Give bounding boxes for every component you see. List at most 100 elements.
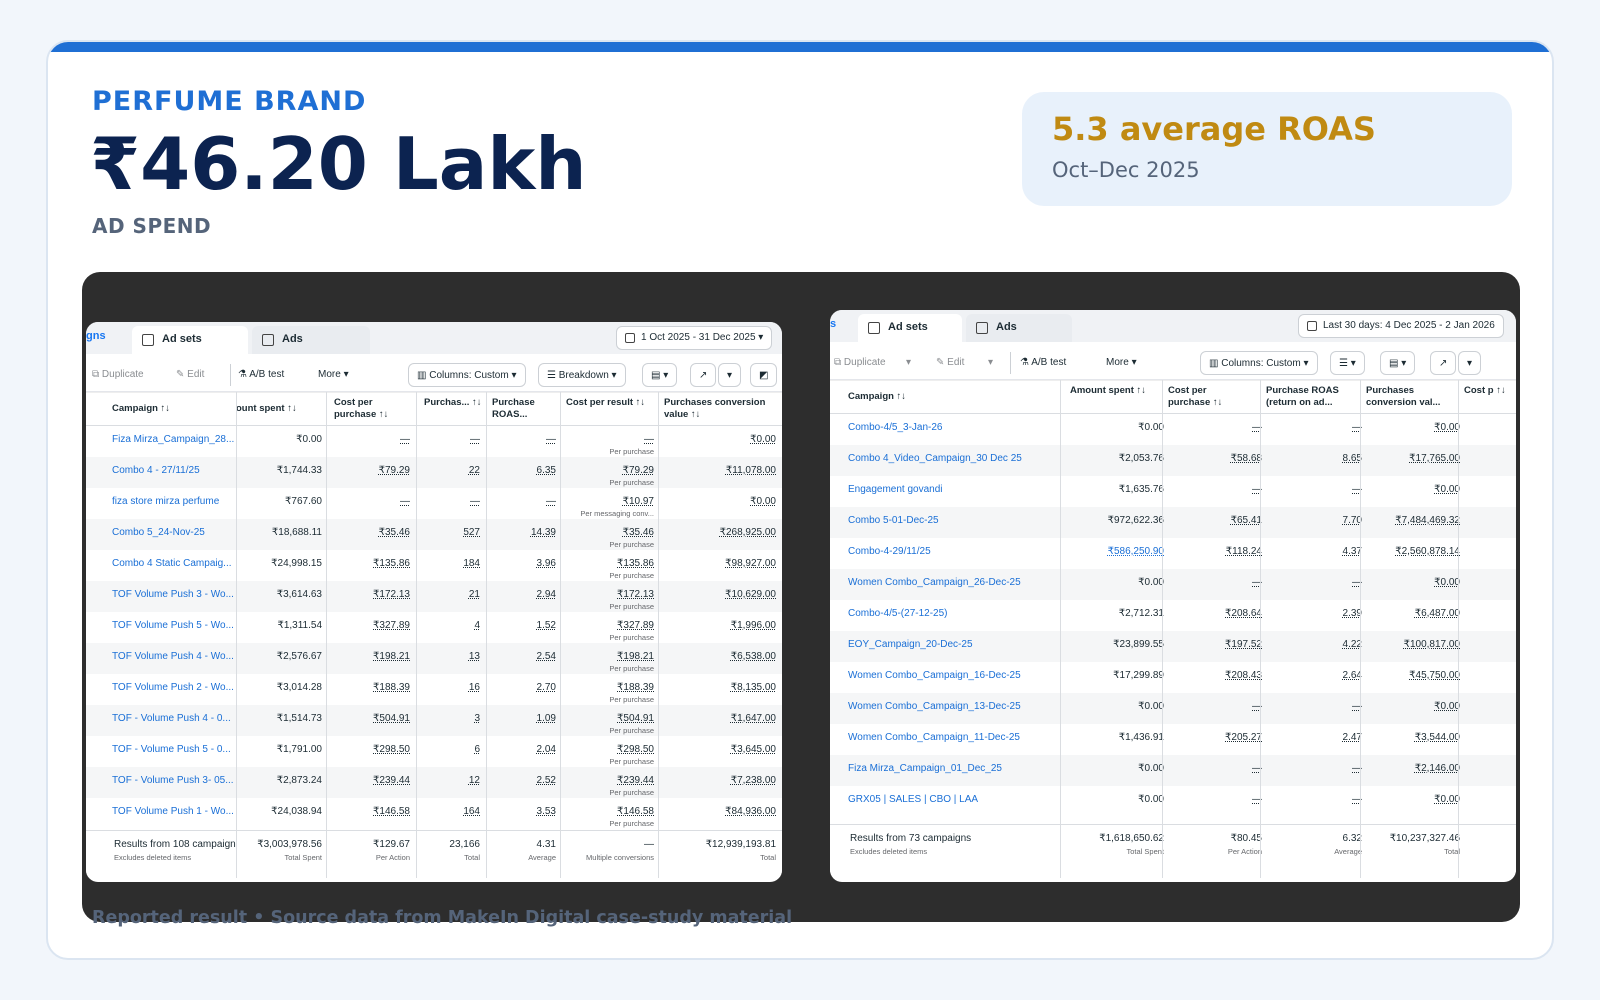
- columns-button[interactable]: ▥ Columns: Custom ▾: [408, 363, 526, 387]
- table-row[interactable]: Combo 4 Static Campaig... ₹24,998.15 ₹135.…: [86, 550, 782, 581]
- table-row[interactable]: Combo 5_24-Nov-25 ₹18,688.11 ₹35.46 527 14.3…: [86, 519, 782, 550]
- cost-per-purchase-cell: —: [1252, 701, 1262, 712]
- breakdown-icon[interactable]: ☰ ▾: [1330, 351, 1365, 375]
- table-row[interactable]: TOF Volume Push 4 - Wo... ₹2,576.67 ₹198.2…: [86, 643, 782, 674]
- campaign-name-link[interactable]: Combo-4/5_3-Jan-26: [848, 422, 943, 433]
- table-row[interactable]: TOF - Volume Push 5 - 0... ₹1,791.00 ₹298.…: [86, 736, 782, 767]
- table-row[interactable]: Women Combo_Campaign_26-Dec-25 ₹0.00 — — ₹0.…: [830, 569, 1516, 600]
- campaign-name-link[interactable]: Combo-4/5-(27-12-25): [848, 608, 948, 619]
- table-row[interactable]: Engagement govandi ₹1,635.76 — — ₹0.00: [830, 476, 1516, 507]
- table-row[interactable]: Combo-4-29/11/25 ₹586,250.90 ₹118.24 4.37 ₹2…: [830, 538, 1516, 569]
- campaign-name-link[interactable]: Combo 4 Static Campaig...: [112, 558, 232, 569]
- table-row[interactable]: Women Combo_Campaign_16-Dec-25 ₹17,299.89…: [830, 662, 1516, 693]
- tab-campaigns-partial[interactable]: s: [830, 318, 837, 330]
- col-cost-per-result[interactable]: Cost per result ↑↓: [566, 397, 646, 408]
- table-row[interactable]: GRX05 | SALES | CBO | LAA ₹0.00 — — ₹0.00: [830, 786, 1516, 817]
- tab-ad-sets[interactable]: Ad sets: [858, 314, 962, 342]
- col-amount-spent[interactable]: ount spent ↑↓: [236, 403, 297, 414]
- col-purchase-roas[interactable]: Purchase ROAS...: [492, 397, 535, 420]
- campaign-name-link[interactable]: EOY_Campaign_20-Dec-25: [848, 639, 973, 650]
- tab-ads[interactable]: Ads: [252, 326, 370, 354]
- more-button[interactable]: More ▾: [318, 369, 349, 380]
- campaign-name-link[interactable]: Women Combo_Campaign_13-Dec-25: [848, 701, 1021, 712]
- table-row[interactable]: Women Combo_Campaign_11-Dec-25 ₹1,436.91 ₹…: [830, 724, 1516, 755]
- cost-per-result-cell: ₹198.21: [617, 651, 654, 662]
- table-row[interactable]: TOF Volume Push 3 - Wo... ₹3,614.63 ₹172.1…: [86, 581, 782, 612]
- col-cost-per-purchase[interactable]: Cost per purchase ↑↓: [1168, 385, 1223, 408]
- duplicate-button[interactable]: ⧉ Duplicate: [92, 369, 144, 380]
- chart-icon[interactable]: ◩: [750, 363, 778, 387]
- columns-button[interactable]: ▥ Columns: Custom ▾: [1200, 351, 1318, 375]
- campaign-name-link[interactable]: Combo 4_Video_Campaign_30 Dec 25: [848, 453, 1022, 464]
- campaign-name-link[interactable]: TOF Volume Push 5 - Wo...: [112, 620, 234, 631]
- col-campaign[interactable]: Campaign ↑↓: [848, 391, 907, 402]
- table-row[interactable]: TOF Volume Push 5 - Wo... ₹1,311.54 ₹327.8…: [86, 612, 782, 643]
- campaign-name-link[interactable]: TOF Volume Push 3 - Wo...: [112, 589, 234, 600]
- breakdown-button[interactable]: ☰ Breakdown ▾: [538, 363, 626, 387]
- campaign-name-link[interactable]: Combo 4 - 27/11/25: [112, 465, 200, 476]
- table-row[interactable]: TOF Volume Push 2 - Wo... ₹3,014.28 ₹188.3…: [86, 674, 782, 705]
- campaign-name-link[interactable]: Fiza Mirza_Campaign_01_Dec_25: [848, 763, 1002, 774]
- col-amount-spent[interactable]: Amount spent ↑↓: [1070, 385, 1146, 396]
- col-cost-per-result-partial[interactable]: Cost p ↑↓: [1464, 385, 1506, 396]
- edit-button[interactable]: ✎ Edit: [936, 357, 965, 368]
- export-icon[interactable]: ↗: [1430, 351, 1457, 375]
- campaign-name-link[interactable]: Women Combo_Campaign_11-Dec-25: [848, 732, 1020, 743]
- col-cost-per-purchase[interactable]: Cost per purchase ↑↓: [334, 397, 389, 420]
- ab-test-button[interactable]: ⚗ A/B test: [1020, 357, 1067, 368]
- date-range-button[interactable]: Last 30 days: 4 Dec 2025 - 2 Jan 2026: [1298, 314, 1504, 338]
- col-purchase-roas[interactable]: Purchase ROAS (return on ad...: [1266, 385, 1339, 408]
- table-row[interactable]: Fiza Mirza_Campaign_28... ₹0.00 — — — — Per pu…: [86, 426, 782, 457]
- campaign-name-link[interactable]: TOF - Volume Push 3- 05...: [112, 775, 234, 786]
- edit-button[interactable]: ✎ Edit: [176, 369, 205, 380]
- campaign-name-link[interactable]: Women Combo_Campaign_26-Dec-25: [848, 577, 1021, 588]
- table-row[interactable]: Combo 4 - 27/11/25 ₹1,744.33 ₹79.29 22 6.35 ₹…: [86, 457, 782, 488]
- campaign-name-link[interactable]: GRX05 | SALES | CBO | LAA: [848, 794, 979, 805]
- campaign-name-link[interactable]: Combo 5_24-Nov-25: [112, 527, 205, 538]
- table-row[interactable]: Combo 5-01-Dec-25 ₹972,622.36 ₹65.41 7.70 ₹7…: [830, 507, 1516, 538]
- purchases-cell: 16: [468, 682, 480, 693]
- table-row[interactable]: Combo-4/5-(27-12-25) ₹2,712.31 ₹208.64 2.39…: [830, 600, 1516, 631]
- date-range-button[interactable]: 1 Oct 2025 - 31 Dec 2025 ▾: [616, 326, 773, 350]
- reports-icon[interactable]: ▤ ▾: [1380, 351, 1416, 375]
- campaign-name-link[interactable]: TOF Volume Push 2 - Wo...: [112, 682, 234, 693]
- table-row[interactable]: Women Combo_Campaign_13-Dec-25 ₹0.00 — — ₹0.…: [830, 693, 1516, 724]
- export-dropdown-icon[interactable]: ▾: [1458, 351, 1482, 375]
- cost-per-result-sub: Per purchase: [609, 695, 654, 704]
- ab-test-button[interactable]: ⚗ A/B test: [238, 369, 285, 380]
- table-row[interactable]: Fiza Mirza_Campaign_01_Dec_25 ₹0.00 — — ₹2,1…: [830, 755, 1516, 786]
- campaign-name-link[interactable]: Women Combo_Campaign_16-Dec-25: [848, 670, 1021, 681]
- column-divider: [486, 392, 487, 878]
- campaign-name-link[interactable]: Combo-4-29/11/25: [848, 546, 931, 557]
- campaign-name-link[interactable]: TOF - Volume Push 5 - 0...: [112, 744, 231, 755]
- campaign-name-link[interactable]: Engagement govandi: [848, 484, 943, 495]
- table-row[interactable]: TOF - Volume Push 4 - 0... ₹1,514.73 ₹504.…: [86, 705, 782, 736]
- export-icon[interactable]: ↗: [690, 363, 717, 387]
- campaign-name-link[interactable]: TOF Volume Push 1 - Wo...: [112, 806, 234, 817]
- tab-ad-sets[interactable]: Ad sets: [132, 326, 248, 354]
- campaign-name-link[interactable]: TOF - Volume Push 4 - 0...: [112, 713, 231, 724]
- campaign-name-link[interactable]: Fiza Mirza_Campaign_28...: [112, 434, 234, 445]
- tab-ads[interactable]: Ads: [966, 314, 1072, 342]
- tab-campaigns-partial[interactable]: gns: [86, 330, 106, 342]
- table-row[interactable]: TOF Volume Push 1 - Wo... ₹24,038.94 ₹146.…: [86, 798, 782, 829]
- col-purchases[interactable]: Purchas... ↑↓: [424, 397, 482, 408]
- table-row[interactable]: TOF - Volume Push 3- 05... ₹2,873.24 ₹239.…: [86, 767, 782, 798]
- table-row[interactable]: EOY_Campaign_20-Dec-25 ₹23,899.55 ₹197.52 4…: [830, 631, 1516, 662]
- edit-dropdown-icon[interactable]: ▾: [988, 357, 994, 368]
- duplicate-dropdown-icon[interactable]: ▾: [906, 357, 912, 368]
- table-row[interactable]: fiza store mirza perfume ₹767.60 — — — ₹10.97…: [86, 488, 782, 519]
- export-dropdown-icon[interactable]: ▾: [718, 363, 742, 387]
- col-campaign[interactable]: Campaign ↑↓: [112, 403, 171, 414]
- campaign-name-link[interactable]: TOF Volume Push 4 - Wo...: [112, 651, 234, 662]
- col-conversion-value[interactable]: Purchases conversion value ↑↓: [664, 397, 766, 420]
- reports-icon[interactable]: ▤ ▾: [642, 363, 678, 387]
- table-row[interactable]: Combo 4_Video_Campaign_30 Dec 25 ₹2,053.7…: [830, 445, 1516, 476]
- purchases-cell: 3: [474, 713, 480, 724]
- more-button[interactable]: More ▾: [1106, 357, 1137, 368]
- table-row[interactable]: Combo-4/5_3-Jan-26 ₹0.00 — — ₹0.00: [830, 414, 1516, 445]
- campaign-name-link[interactable]: Combo 5-01-Dec-25: [848, 515, 939, 526]
- col-conversion-value[interactable]: Purchases conversion val...: [1366, 385, 1441, 408]
- campaign-name-link[interactable]: fiza store mirza perfume: [112, 496, 220, 507]
- duplicate-button[interactable]: ⧉ Duplicate: [834, 357, 886, 368]
